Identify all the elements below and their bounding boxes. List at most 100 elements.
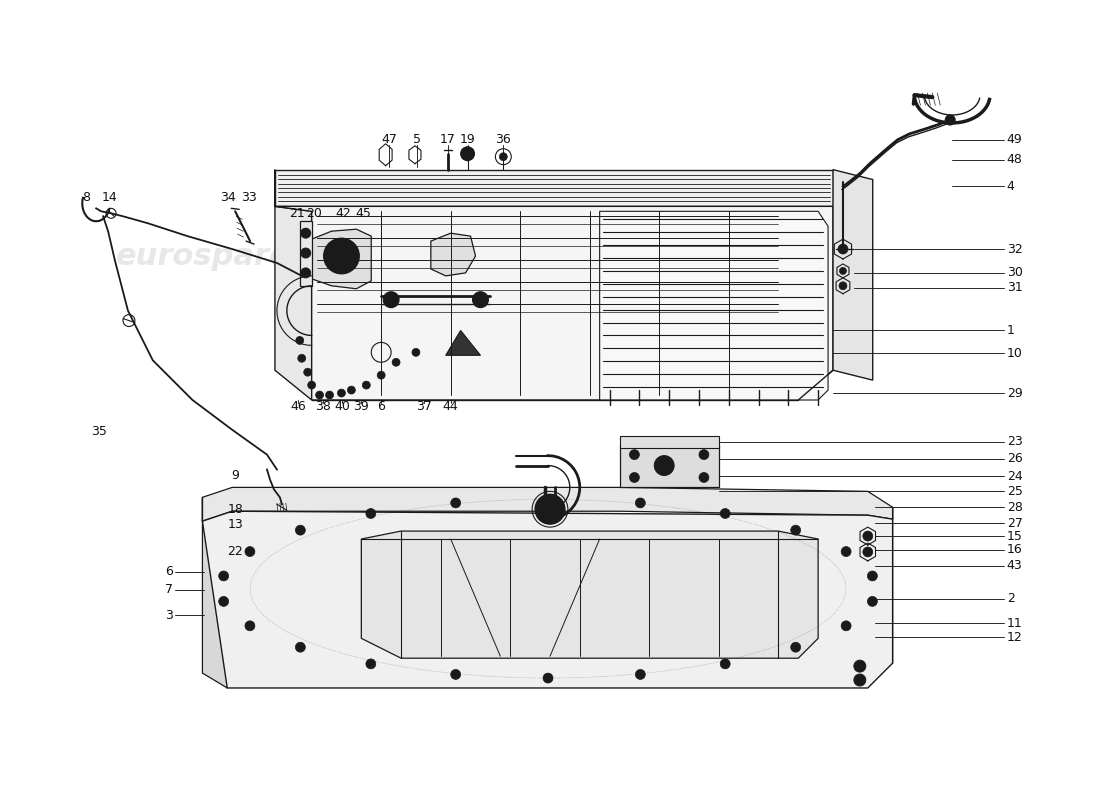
Text: 28: 28	[1006, 501, 1023, 514]
Circle shape	[296, 642, 306, 652]
Circle shape	[348, 386, 355, 394]
Circle shape	[326, 391, 333, 399]
Circle shape	[362, 381, 371, 389]
Polygon shape	[275, 206, 833, 400]
Text: eurospares: eurospares	[493, 574, 686, 603]
Circle shape	[857, 663, 862, 669]
Circle shape	[698, 450, 708, 459]
Text: 2: 2	[1006, 592, 1014, 605]
Text: 9: 9	[231, 469, 239, 482]
Circle shape	[323, 238, 360, 274]
Circle shape	[698, 473, 708, 482]
Circle shape	[338, 389, 345, 397]
Circle shape	[219, 597, 229, 606]
Circle shape	[868, 597, 878, 606]
Text: 19: 19	[460, 134, 475, 146]
Circle shape	[854, 674, 866, 686]
Text: 37: 37	[416, 401, 432, 414]
Circle shape	[636, 670, 646, 679]
Circle shape	[543, 494, 553, 504]
Circle shape	[862, 547, 872, 557]
Text: 17: 17	[440, 134, 455, 146]
Polygon shape	[619, 445, 718, 487]
Text: eurospares: eurospares	[116, 242, 309, 270]
Circle shape	[842, 546, 851, 557]
Circle shape	[839, 282, 847, 290]
Circle shape	[791, 525, 801, 535]
Polygon shape	[202, 487, 892, 521]
Circle shape	[245, 621, 255, 630]
Circle shape	[451, 670, 461, 679]
Text: 31: 31	[1006, 282, 1023, 294]
Text: 21: 21	[289, 207, 305, 220]
Circle shape	[862, 531, 872, 541]
Text: 43: 43	[1006, 559, 1023, 572]
Circle shape	[535, 494, 565, 524]
Polygon shape	[275, 170, 833, 206]
Text: 33: 33	[241, 191, 257, 204]
Text: 4: 4	[1006, 180, 1014, 193]
Circle shape	[946, 119, 953, 125]
Polygon shape	[446, 330, 481, 355]
Text: 11: 11	[1006, 617, 1023, 630]
Text: 47: 47	[382, 134, 397, 146]
Circle shape	[392, 358, 400, 366]
Circle shape	[868, 571, 878, 581]
Text: 34: 34	[220, 191, 236, 204]
Text: 48: 48	[1006, 153, 1023, 166]
Circle shape	[473, 292, 488, 308]
Polygon shape	[361, 531, 818, 658]
Text: 20: 20	[306, 207, 321, 220]
Text: 45: 45	[355, 207, 371, 220]
Circle shape	[720, 659, 730, 669]
Circle shape	[839, 267, 846, 274]
Polygon shape	[202, 511, 892, 688]
Circle shape	[300, 228, 310, 238]
Text: 23: 23	[1006, 435, 1023, 448]
Text: 39: 39	[353, 401, 370, 414]
Polygon shape	[275, 170, 311, 400]
Circle shape	[300, 268, 310, 278]
Text: 46: 46	[290, 401, 306, 414]
Circle shape	[791, 642, 801, 652]
Polygon shape	[619, 436, 718, 448]
Text: 12: 12	[1006, 631, 1023, 644]
Circle shape	[720, 509, 730, 518]
Polygon shape	[311, 229, 372, 289]
Circle shape	[366, 659, 376, 669]
Circle shape	[629, 450, 639, 459]
Text: 42: 42	[336, 207, 351, 220]
Text: 35: 35	[91, 426, 107, 438]
Circle shape	[838, 244, 848, 254]
Text: 30: 30	[1006, 266, 1023, 279]
Circle shape	[304, 368, 311, 376]
Text: 24: 24	[1006, 470, 1023, 483]
Circle shape	[308, 381, 316, 389]
Text: 25: 25	[1006, 485, 1023, 498]
Text: 13: 13	[228, 518, 243, 530]
Polygon shape	[600, 211, 828, 400]
Circle shape	[857, 677, 862, 683]
Circle shape	[636, 498, 646, 508]
Circle shape	[296, 337, 304, 344]
Text: 8: 8	[82, 191, 90, 204]
Circle shape	[654, 456, 674, 475]
Circle shape	[451, 498, 461, 508]
Text: 6: 6	[165, 566, 173, 578]
Circle shape	[245, 546, 255, 557]
Text: 40: 40	[334, 401, 351, 414]
Text: 14: 14	[101, 191, 117, 204]
Circle shape	[854, 660, 866, 672]
Text: 10: 10	[1006, 347, 1023, 360]
Text: 6: 6	[377, 401, 385, 414]
Circle shape	[629, 473, 639, 482]
Text: 15: 15	[1006, 530, 1023, 542]
Text: 36: 36	[495, 134, 512, 146]
Circle shape	[543, 673, 553, 683]
Polygon shape	[299, 222, 311, 286]
Text: 16: 16	[1006, 543, 1023, 557]
Circle shape	[298, 354, 306, 362]
Circle shape	[461, 146, 474, 161]
Circle shape	[499, 153, 507, 161]
Circle shape	[945, 115, 955, 125]
